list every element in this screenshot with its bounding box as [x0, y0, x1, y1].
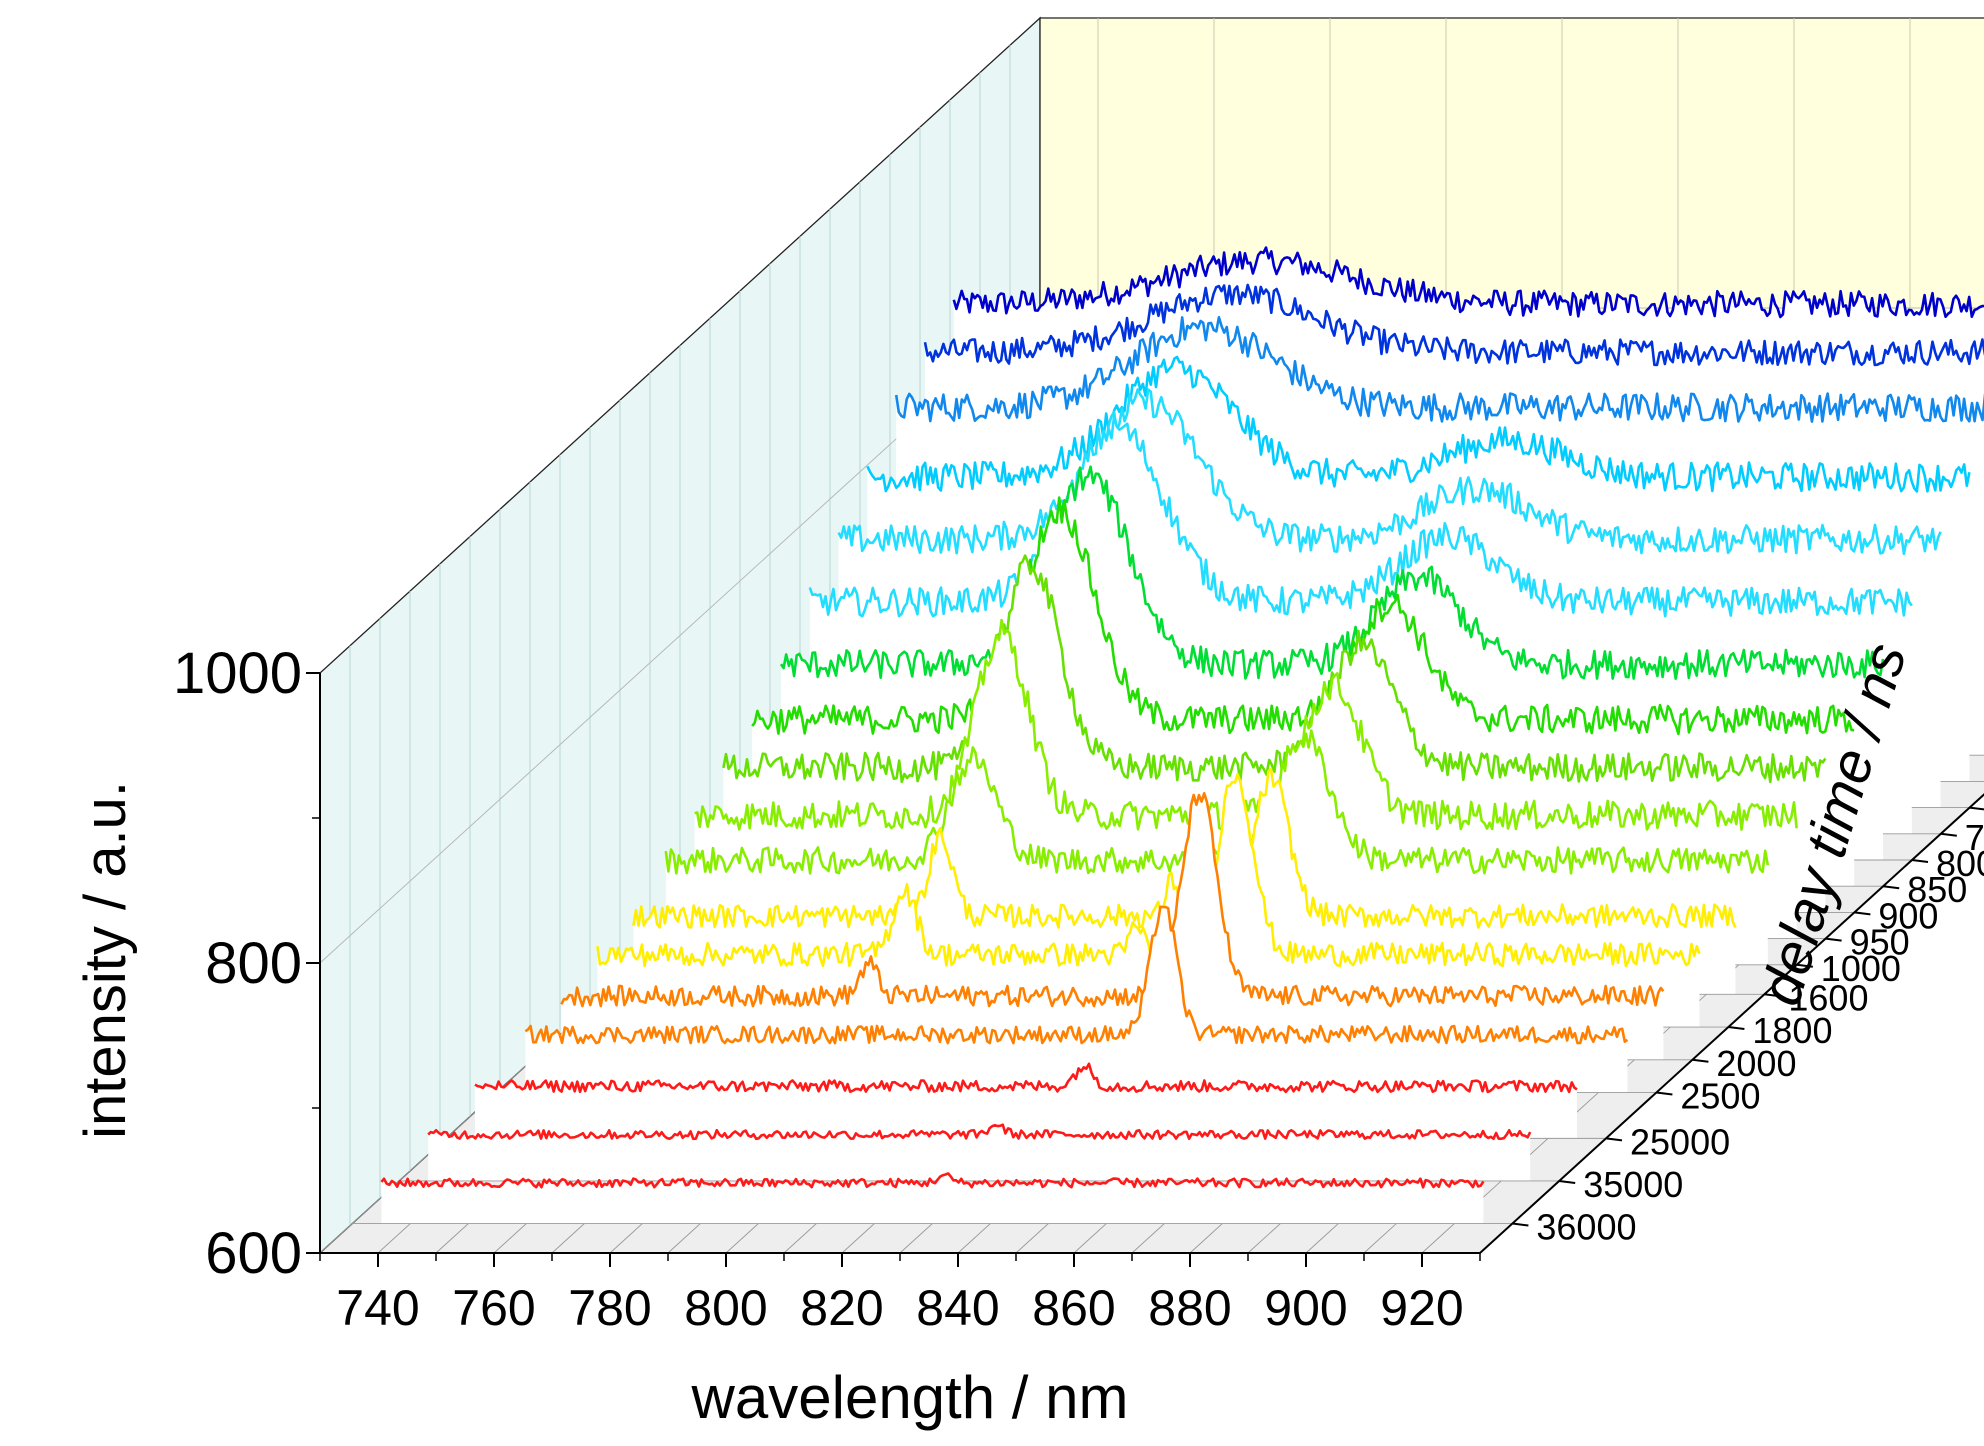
series-group: [352, 246, 1984, 1224]
x-tick-label: 900: [1264, 1280, 1347, 1336]
z-tick-mark: [1728, 1026, 1745, 1031]
series-line-700: [837, 388, 1942, 556]
z-tick-mark: [1854, 911, 1871, 916]
z-tick-label: 36000: [1536, 1207, 1636, 1248]
z-tick-label: 1800: [1752, 1010, 1832, 1051]
x-tick-label: 860: [1032, 1280, 1115, 1336]
z-tick-mark: [1605, 1137, 1623, 1142]
y-tick-label: 800: [205, 931, 302, 996]
z-tick-mark: [1512, 1222, 1529, 1227]
z-tick-mark: [1764, 993, 1781, 998]
series-line-800: [779, 465, 1885, 681]
series-line-35000: [427, 1123, 1532, 1141]
z-tick-mark: [1559, 1179, 1576, 1184]
z-tick-label: 2000: [1716, 1043, 1796, 1084]
x-tick-label: 780: [568, 1280, 651, 1336]
z-tick-label: 25000: [1630, 1121, 1730, 1162]
y-tick-label: 600: [205, 1221, 302, 1286]
series-fill-35000: [428, 1124, 1531, 1181]
z-tick-label: 800: [1936, 843, 1984, 884]
series-line-600: [894, 315, 1984, 423]
z-tick-label: 950: [1850, 922, 1910, 963]
z-tick-mark: [1796, 963, 1813, 968]
series-line-750: [808, 414, 1913, 618]
series-line-950: [694, 618, 1798, 832]
z-tick-mark: [1911, 859, 1929, 863]
x-tick-label: 840: [916, 1280, 999, 1336]
z-tick-label: 1600: [1788, 977, 1868, 1018]
chart-labels: 600 800 1000 740 760 780 800 820 840 860 880 900 920…: [73, 636, 1984, 1431]
z-tick-label: 850: [1907, 869, 1967, 910]
z-tick-label: 750: [1965, 817, 1984, 858]
z-tick-mark: [1825, 937, 1842, 942]
x-tick-label: 800: [684, 1280, 767, 1336]
x-tick-label: 880: [1148, 1280, 1231, 1336]
series-line-1000: [664, 729, 1770, 875]
z-tick-label: 2500: [1680, 1076, 1760, 1117]
y-axis-title: intensity / a.u.: [73, 781, 138, 1139]
series-line-650: [866, 355, 1971, 493]
chart-axes: [306, 672, 1984, 1267]
z-tick-mark: [1883, 885, 1900, 890]
z-axis-line: [1479, 793, 1984, 1254]
z-tick-mark: [1940, 832, 1957, 837]
x-tick-label: 740: [336, 1280, 419, 1336]
series-line-1800: [596, 772, 1701, 968]
x-axis-title: wavelength / nm: [691, 1364, 1129, 1431]
series-line-900: [722, 554, 1827, 784]
x-tick-label: 920: [1380, 1280, 1463, 1336]
x-tick-label: 820: [800, 1280, 883, 1336]
z-tick-mark: [1969, 806, 1984, 811]
series-line-25000: [474, 1062, 1578, 1094]
series-line-2000: [560, 791, 1665, 1008]
series-fill-2500: [525, 906, 1628, 1093]
series-line-850: [751, 496, 1855, 736]
z-tick-label: 35000: [1583, 1164, 1683, 1205]
y-tick-label: 1000: [173, 641, 302, 706]
z-tick-label: 900: [1878, 895, 1938, 936]
z-tick-mark: [1692, 1058, 1709, 1063]
z-tick-mark: [1656, 1091, 1673, 1096]
series-line-2500: [524, 905, 1629, 1045]
series-line-36000: [380, 1172, 1485, 1189]
series-line-500: [952, 246, 1984, 319]
x-tick-label: 760: [452, 1280, 535, 1336]
series-line-550: [923, 283, 1984, 367]
z-tick-label: 1000: [1821, 948, 1901, 989]
